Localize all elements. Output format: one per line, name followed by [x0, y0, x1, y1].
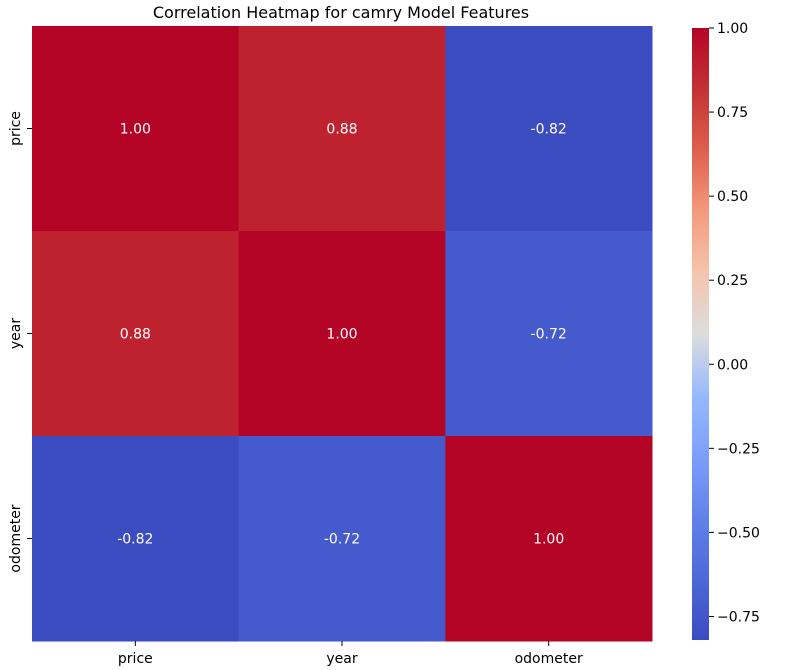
x-tick-label-0: price [118, 651, 153, 666]
colorbar-ticks: 1.00 0.75 0.50 0.25 0.00 −0.25 −0.50 −0.75 [709, 21, 760, 625]
heatmap-annotation-2-0: -0.82 [117, 532, 153, 548]
heatmap-cell-1-1 [238, 231, 446, 437]
heatmap-annotation-1-0: 0.88 [120, 327, 151, 343]
x-axis: price year odometer [118, 641, 583, 667]
heatmap-cell-2-1 [238, 436, 446, 642]
heatmap-cell-0-1 [238, 26, 446, 232]
colorbar-tick-label-2: 0.50 [717, 189, 748, 205]
heatmap-annotation-2-1: -0.72 [324, 532, 360, 548]
heatmap-cell-2-0 [32, 436, 240, 642]
y-tick-label-1: year [8, 318, 24, 349]
heatmap-cell-0-2 [445, 26, 653, 232]
chart-title: Correlation Heatmap for camry Model Feat… [153, 3, 529, 22]
heatmap-annotation-0-1: 0.88 [326, 122, 357, 138]
y-axis: price year odometer [8, 111, 32, 573]
colorbar-tick-label-5: −0.25 [717, 441, 760, 457]
colorbar [692, 28, 709, 640]
heatmap-cells [32, 26, 653, 642]
colorbar-tick-label-4: 0.00 [717, 357, 748, 373]
heatmap-annotation-1-2: -0.72 [531, 327, 567, 343]
x-tick-label-1: year [326, 651, 357, 666]
colorbar-tick-label-3: 0.25 [717, 273, 748, 289]
heatmap-cell-2-2 [445, 436, 653, 642]
colorbar-tick-label-1: 0.75 [717, 105, 748, 121]
heatmap-cell-0-0 [32, 26, 240, 232]
y-tick-label-0: price [8, 111, 24, 146]
heatmap-annotation-1-1: 1.00 [326, 327, 357, 343]
colorbar-tick-label-6: −0.50 [717, 525, 760, 541]
colorbar-tick-label-0: 1.00 [717, 21, 748, 37]
heatmap-annotation-0-0: 1.00 [120, 122, 151, 138]
colorbar-tick-label-7: −0.75 [717, 609, 760, 625]
x-tick-label-2: odometer [515, 651, 583, 666]
heatmap-annotation-0-2: -0.82 [531, 122, 567, 138]
heatmap-annotations: 1.00 0.88 -0.82 0.88 1.00 -0.72 -0.82 -0.72 1.00 [117, 122, 567, 548]
y-tick-label-2: odometer [8, 504, 24, 572]
heatmap-cell-1-2 [445, 231, 653, 437]
heatmap-annotation-2-2: 1.00 [533, 532, 564, 548]
heatmap-cell-1-0 [32, 231, 240, 437]
